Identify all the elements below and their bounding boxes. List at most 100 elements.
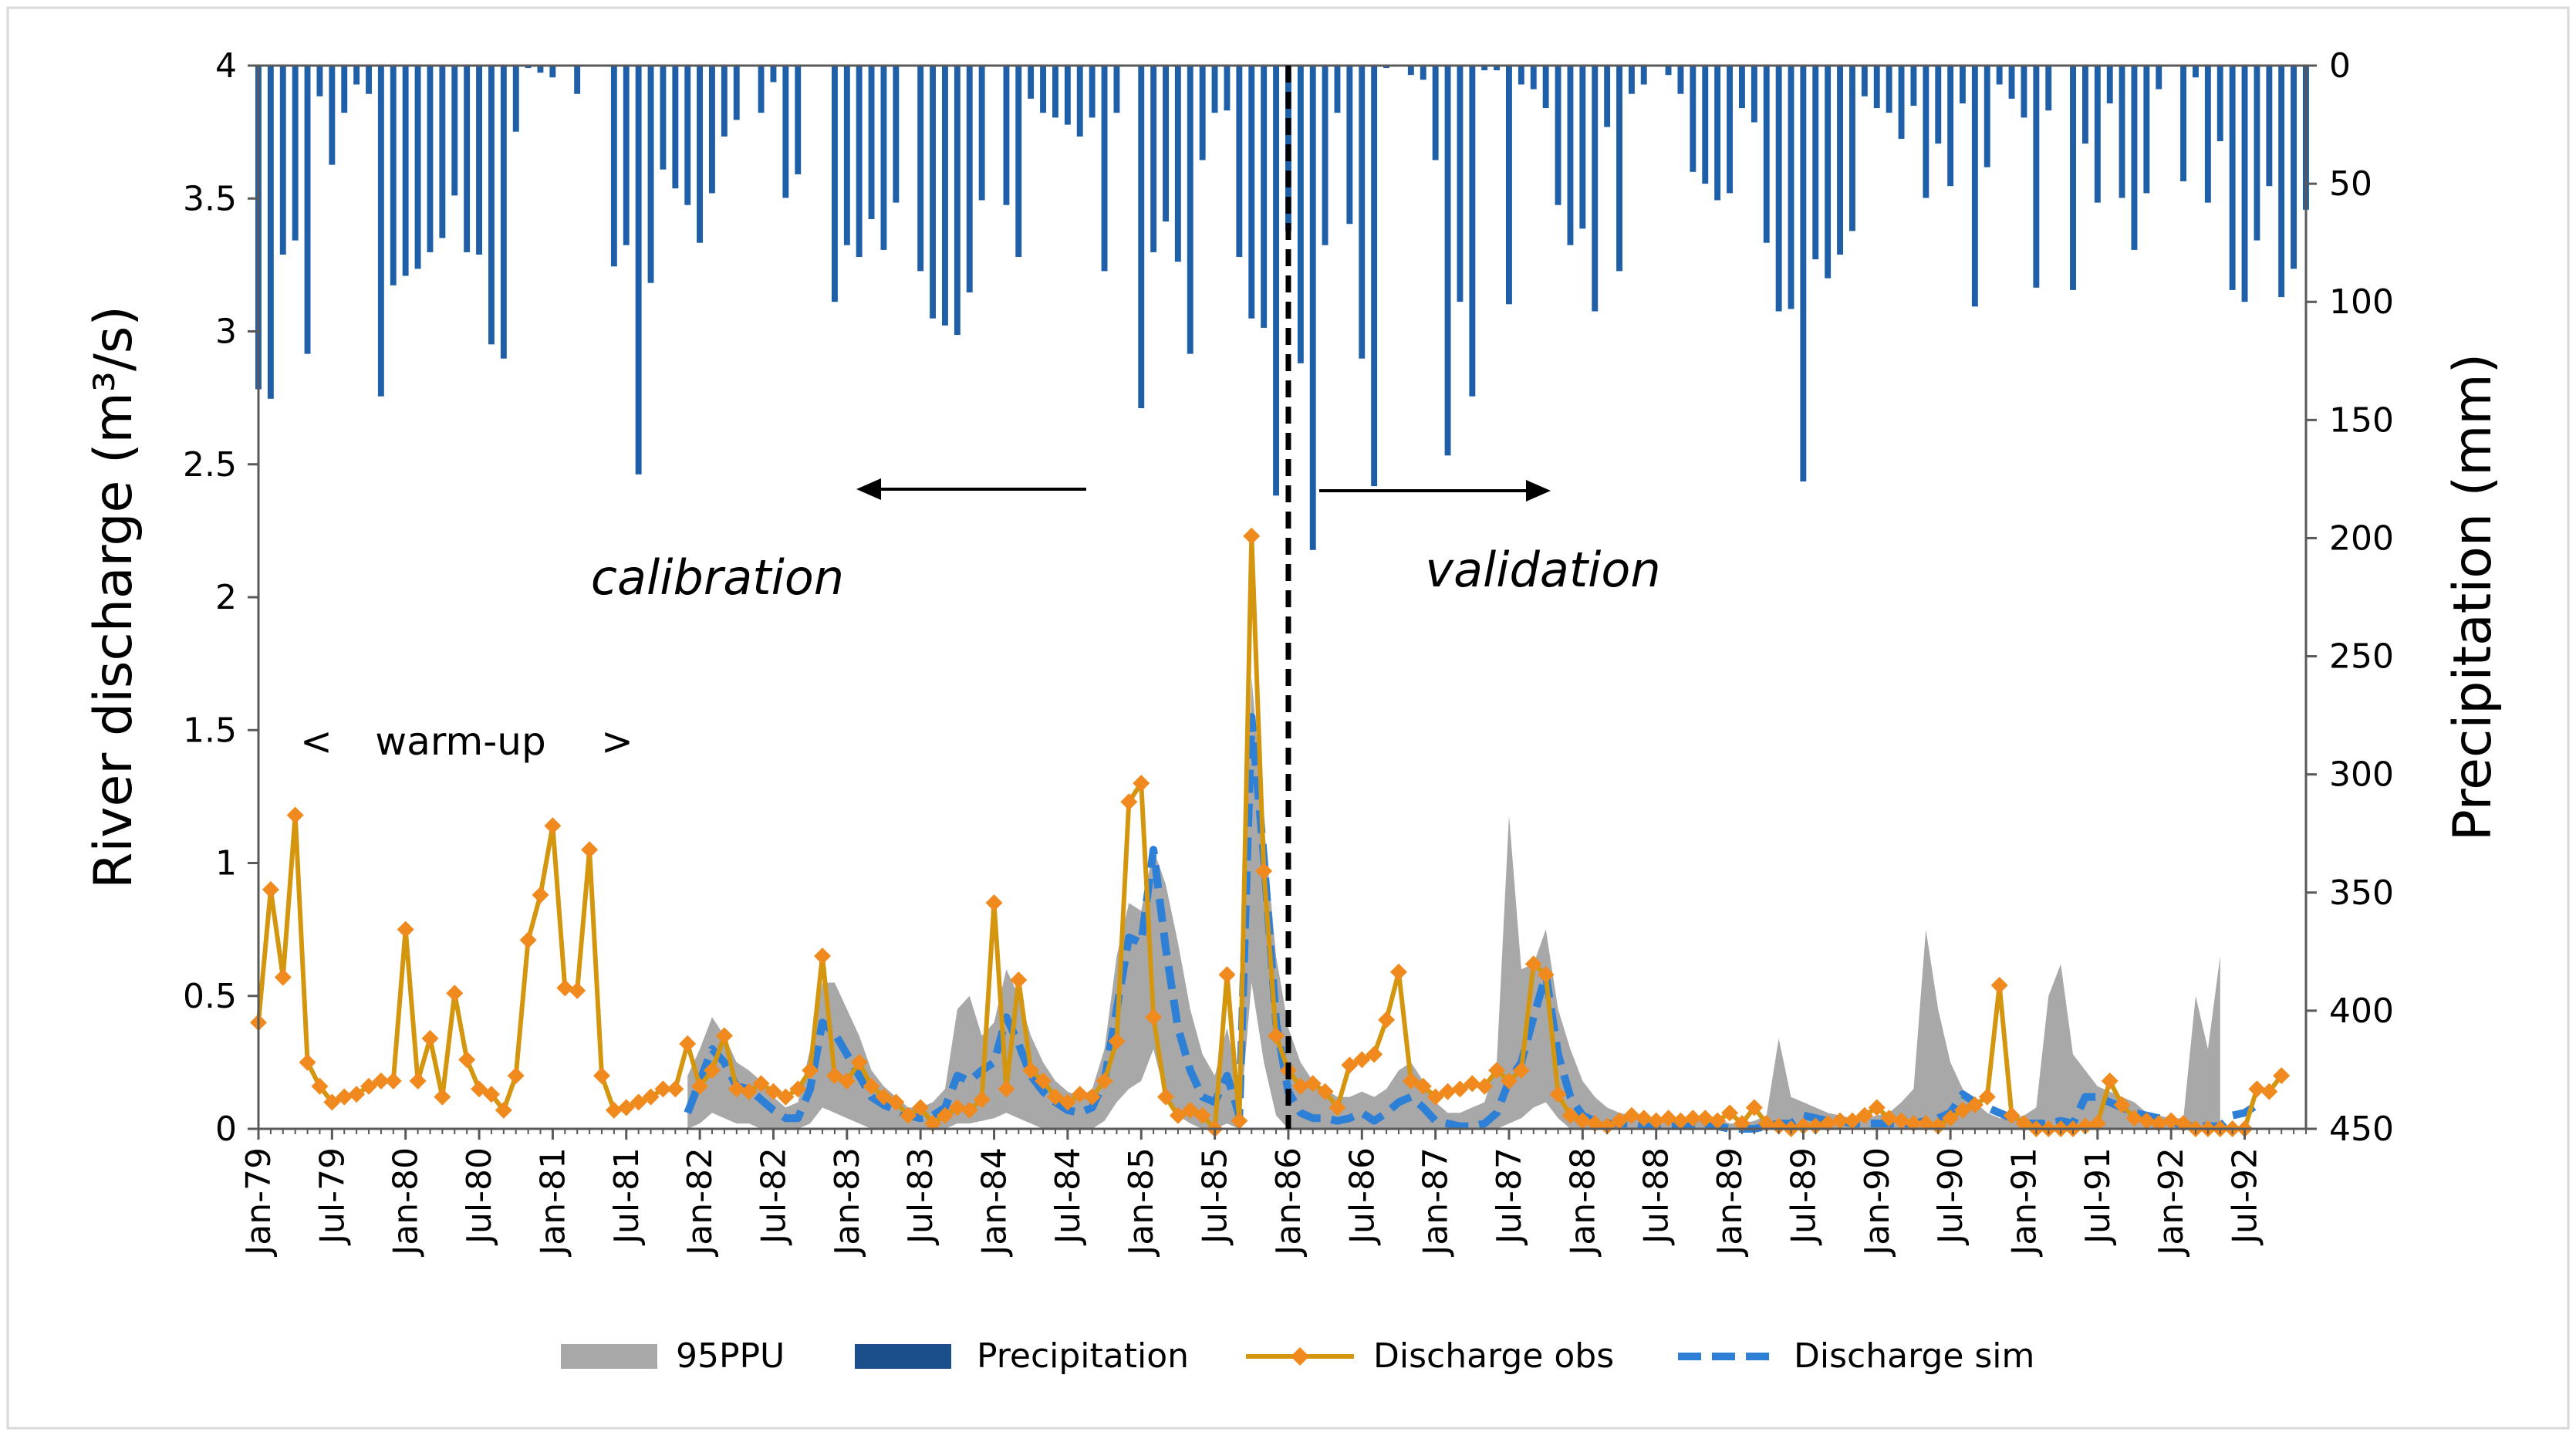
precip-bar (488, 66, 495, 345)
precip-bar (1947, 66, 1954, 187)
x-tick-label: Jan-92 (2152, 1147, 2191, 1258)
precip-bar (451, 66, 458, 196)
discharge-obs-point (2260, 1083, 2278, 1100)
discharge-obs-point (1145, 1008, 1163, 1026)
precip-bar (684, 66, 691, 205)
precip-bar (2131, 66, 2138, 250)
right-tick-label: 400 (2329, 991, 2394, 1031)
discharge-obs-point (887, 1093, 905, 1111)
discharge-obs-point (1549, 1086, 1567, 1103)
precip-bar (635, 66, 642, 475)
precip-bar (2278, 66, 2285, 298)
precip-bar (917, 66, 924, 272)
discharge-obs-point (1120, 793, 1138, 811)
discharge-obs-point (482, 1086, 500, 1103)
discharge-obs-point (1599, 1117, 1616, 1135)
discharge-obs-point (1353, 1051, 1371, 1069)
discharge-obs-point (1868, 1099, 1886, 1116)
discharge-obs-point (384, 1072, 402, 1089)
discharge-obs-point (679, 1035, 697, 1052)
discharge-sim-line (684, 713, 2260, 1133)
discharge-obs-point (1169, 1106, 1187, 1124)
discharge-obs-point (900, 1106, 917, 1124)
precip-bar (402, 66, 409, 276)
precip-bar (2119, 66, 2125, 198)
precip-bar (1665, 66, 1672, 76)
precip-bar (1187, 66, 1193, 354)
precip-bar (2241, 66, 2248, 302)
discharge-obs-point (1832, 1112, 1849, 1130)
precip-bar (1494, 66, 1500, 71)
discharge-obs-point (1414, 1077, 1432, 1095)
precip-bar (2193, 66, 2199, 78)
discharge-obs-point (728, 1080, 745, 1098)
discharge-obs-point (1512, 1062, 1530, 1079)
precip-bar (525, 66, 532, 69)
precip-bar (512, 66, 519, 132)
right-axis-title: Precipitation (mm) (2443, 353, 2503, 841)
precip-bar (623, 66, 630, 245)
discharge-obs-point (1880, 1110, 1898, 1127)
discharge-obs-point (948, 1099, 966, 1116)
discharge-obs-point (434, 1088, 451, 1106)
precip-bar (647, 66, 654, 283)
precip-bar (770, 66, 777, 83)
left-tick-label: 1 (215, 844, 237, 883)
precip-bar (1163, 66, 1169, 222)
precip-bar (721, 66, 728, 137)
discharge-obs-point (1255, 862, 1273, 880)
discharge-obs-point (2003, 1106, 2021, 1124)
discharge-obs-point (372, 1072, 390, 1089)
precip-bar (1420, 66, 1426, 80)
discharge-obs-point (1464, 1075, 1481, 1093)
discharge-obs-point (569, 981, 586, 999)
precip-bar (1960, 66, 1966, 103)
precip-bar (1040, 66, 1046, 113)
x-tick-label: Jan-86 (1269, 1147, 1308, 1258)
discharge-obs-point (1684, 1110, 1702, 1127)
discharge-obs-point (1010, 971, 1028, 989)
discharge-obs-point (2125, 1110, 2143, 1127)
discharge-obs-point (2076, 1117, 2094, 1135)
calibration-label: calibration (591, 549, 844, 606)
discharge-obs-point (1133, 775, 1150, 792)
discharge-obs-point (507, 1067, 525, 1085)
x-tick-label: Jan-81 (533, 1147, 572, 1258)
precip-bar (1481, 66, 1488, 71)
precip-bar (1837, 66, 1843, 255)
precip-bar (1359, 66, 1366, 359)
right-tick-label: 200 (2329, 519, 2394, 558)
discharge-obs-point (421, 1029, 439, 1047)
discharge-obs-point (2273, 1067, 2291, 1085)
discharge-obs-point (1108, 1032, 1126, 1050)
precip-bar (1261, 66, 1268, 328)
precip-bar (843, 66, 850, 245)
precip-bar (782, 66, 789, 198)
discharge-obs-point (311, 1077, 329, 1095)
x-tick-label: Jul-89 (1784, 1147, 1823, 1246)
discharge-obs-point (777, 1088, 795, 1106)
precip-bar (795, 66, 802, 174)
precip-bar (1211, 66, 1218, 113)
precip-bar (1727, 66, 1733, 194)
precip-bar (2106, 66, 2113, 103)
precip-bar (930, 66, 936, 319)
precip-bar (1064, 66, 1071, 125)
left-tick-label: 2.5 (183, 445, 237, 485)
discharge-obs-point (1218, 966, 1236, 984)
discharge-obs-point (667, 1080, 684, 1098)
discharge-obs-point (1892, 1112, 1910, 1130)
precip-bar (2094, 66, 2101, 203)
discharge-obs-point (850, 1053, 868, 1071)
precip-bar (672, 66, 679, 189)
x-tick-label: Jul-85 (1196, 1147, 1235, 1246)
precip-bar (1983, 66, 1990, 167)
precip-bar (1346, 66, 1353, 225)
chart-frame (6, 6, 2570, 1430)
precip-bar (2291, 66, 2297, 269)
precip-bar (868, 66, 875, 219)
discharge-obs-point (1501, 1072, 1518, 1089)
legend-precipitation-label: Precipitation (977, 1336, 1189, 1376)
discharge-obs-point (715, 1027, 733, 1045)
